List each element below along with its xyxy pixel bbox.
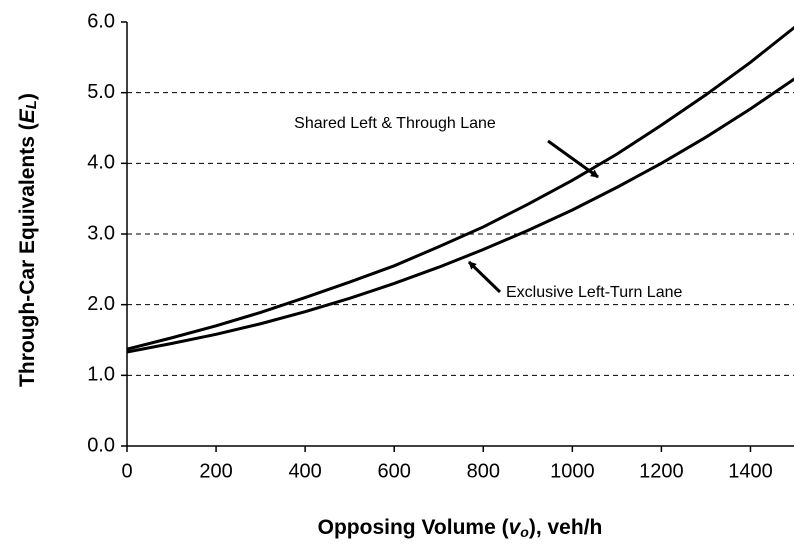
x-tick-label: 0 — [121, 460, 132, 482]
x-tick-label: 400 — [288, 460, 321, 482]
x-tick-label: 1000 — [550, 460, 595, 482]
annotation: Shared Left & Through Lane — [294, 115, 496, 132]
series-line — [126, 25, 794, 351]
y-tick-label: 6.0 — [87, 10, 115, 32]
series-line — [126, 77, 794, 354]
arrow — [547, 139, 599, 179]
x-tick-label: 200 — [199, 460, 232, 482]
annotation: Exclusive Left-Turn Lane — [506, 284, 682, 301]
y-tick-label: 5.0 — [87, 81, 115, 103]
y-tick-label: 0.0 — [87, 434, 115, 456]
x-tick-label: 600 — [378, 460, 411, 482]
y-tick-label: 4.0 — [87, 152, 115, 174]
arrow — [467, 260, 502, 294]
x-tick-label: 1200 — [639, 460, 684, 482]
y-axis-label: Through-Car Equivalents (EL) — [16, 93, 40, 387]
x-tick-label: 1400 — [728, 460, 773, 482]
x-tick-label: 800 — [467, 460, 500, 482]
y-tick-label: 2.0 — [87, 293, 115, 315]
x-axis-label: Opposing Volume (vo), veh/h — [318, 516, 603, 540]
y-tick-label: 3.0 — [87, 222, 115, 244]
y-tick-label: 1.0 — [87, 364, 115, 386]
